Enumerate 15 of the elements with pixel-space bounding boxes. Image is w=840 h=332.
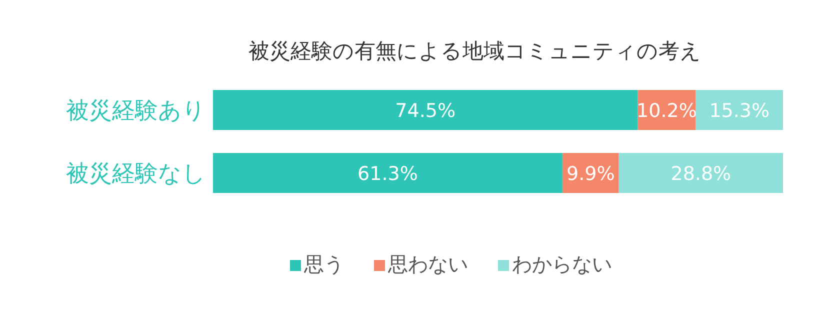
legend-label: 思う <box>303 252 344 276</box>
y-tick-label: 被災経験あり <box>66 98 206 124</box>
data-label: 61.3% <box>358 163 418 185</box>
legend-label: わからない <box>512 252 612 276</box>
data-label: 9.9% <box>566 163 615 185</box>
legend-label: 思わない <box>387 252 468 276</box>
bar <box>696 90 783 130</box>
bar <box>618 153 783 193</box>
data-label: 74.5% <box>395 100 456 122</box>
bar <box>213 153 562 193</box>
bar <box>213 90 638 130</box>
data-label: 15.3% <box>709 100 770 122</box>
chart-title: 被災経験の有無による地域コミュニティの考え <box>248 39 702 63</box>
data-label: 28.8% <box>670 163 732 185</box>
y-tick-label: 被災経験なし <box>66 161 206 187</box>
